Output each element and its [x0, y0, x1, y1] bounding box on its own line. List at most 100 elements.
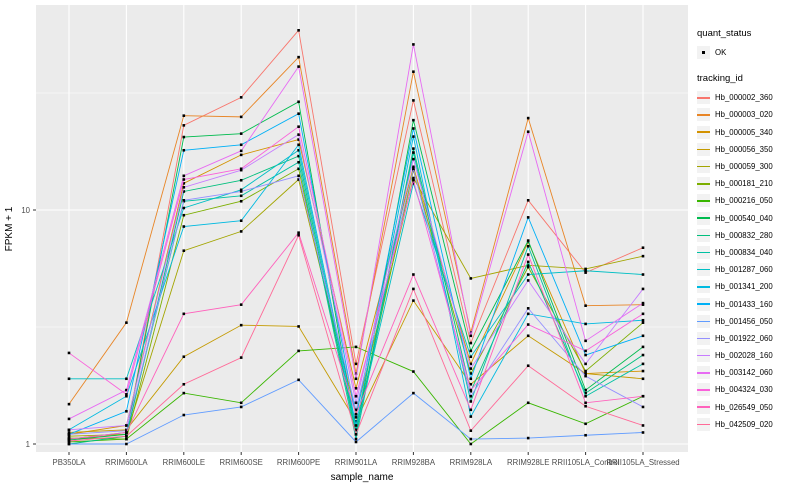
data-point: [354, 412, 358, 416]
data-point: [584, 339, 587, 343]
data-point: [67, 351, 71, 355]
data-point: [67, 434, 71, 438]
x-axis-title: sample_name: [331, 472, 394, 483]
data-point: [182, 174, 186, 178]
data-point: [67, 437, 71, 441]
data-point: [182, 213, 186, 217]
data-point: [641, 301, 645, 305]
legend-label: Hb_000540_040: [715, 213, 773, 223]
data-point: [641, 362, 645, 366]
data-point: [526, 323, 530, 326]
data-point: [239, 405, 243, 409]
series-color-swatch: [697, 400, 710, 414]
data-point: [182, 249, 186, 252]
data-point: [297, 55, 300, 59]
data-point: [354, 440, 358, 444]
legend-label: Hb_000059_300: [715, 162, 773, 172]
legend-item-Hb_001456_050: Hb_001456_050: [697, 313, 799, 330]
y-axis-title: FPKM + 1: [4, 206, 15, 251]
x-tick-label: RRIM901LA: [335, 458, 378, 467]
data-point: [584, 401, 587, 405]
legend-label: Hb_001341_200: [715, 282, 773, 292]
series-color-swatch: [697, 297, 710, 311]
axis-ticks: [33, 209, 644, 455]
data-point: [584, 269, 587, 273]
data-point: [125, 424, 128, 427]
data-point: [412, 176, 415, 180]
data-point: [67, 402, 71, 406]
data-point: [354, 394, 358, 398]
series-color-swatch: [697, 108, 710, 122]
data-point: [526, 334, 530, 338]
data-point: [641, 246, 645, 250]
data-point: [67, 433, 71, 436]
data-point: [297, 160, 300, 164]
data-point: [354, 362, 358, 366]
data-point: [584, 388, 587, 392]
data-point: [584, 404, 587, 408]
data-point: [125, 429, 128, 432]
legend-item-Hb_000003_020: Hb_000003_020: [697, 106, 799, 123]
x-tick-label: RRIM928BA: [392, 458, 436, 467]
data-point: [641, 303, 645, 306]
data-point: [584, 391, 587, 395]
data-point: [526, 264, 530, 267]
data-point: [469, 382, 473, 386]
data-point: [297, 174, 300, 178]
data-point: [239, 153, 243, 157]
data-point: [354, 424, 358, 427]
data-point: [67, 442, 71, 446]
data-point: [182, 178, 186, 181]
data-point: [297, 138, 300, 141]
data-point: [526, 307, 530, 310]
data-point: [297, 178, 300, 181]
data-point: [412, 127, 415, 130]
data-point: [469, 372, 473, 375]
legend-item-Hb_001287_060: Hb_001287_060: [697, 261, 799, 278]
data-point: [584, 271, 587, 274]
data-point: [584, 394, 587, 398]
legend-item-Hb_002028_160: Hb_002028_160: [697, 347, 799, 364]
series-color-swatch: [697, 349, 710, 363]
data-point: [125, 377, 128, 381]
series-color-swatch: [697, 245, 710, 259]
data-point: [182, 124, 186, 127]
data-point: [469, 362, 473, 366]
data-point: [239, 178, 243, 182]
data-point: [584, 422, 587, 426]
legend-item-Hb_001922_060: Hb_001922_060: [697, 330, 799, 347]
data-point: [297, 154, 300, 158]
tracking-id-legend-title: tracking_id: [697, 73, 743, 85]
data-point: [584, 349, 587, 353]
series-color-swatch: [697, 417, 710, 431]
data-point: [641, 377, 645, 381]
data-point: [125, 393, 128, 396]
data-point: [641, 394, 645, 398]
legend-label: Hb_000005_340: [715, 127, 773, 137]
data-point: [584, 353, 587, 357]
data-point: [641, 318, 645, 322]
series-color-swatch: [697, 91, 710, 105]
data-point: [239, 194, 243, 198]
data-point: [125, 431, 128, 434]
legend-item-Hb_000216_050: Hb_000216_050: [697, 192, 799, 209]
data-point: [412, 273, 415, 276]
data-point: [641, 424, 645, 427]
legend-label: Hb_000002_360: [715, 93, 773, 103]
data-point: [297, 349, 300, 353]
data-point: [412, 165, 415, 169]
legend-label: Hb_001433_160: [715, 299, 773, 309]
data-point: [125, 388, 128, 392]
data-point: [412, 287, 415, 291]
legend-label: Hb_001922_060: [715, 333, 773, 343]
data-point: [354, 416, 358, 419]
data-point: [584, 374, 587, 378]
legend-label: Hb_001287_060: [715, 265, 773, 275]
data-point: [641, 353, 645, 357]
data-point: [412, 299, 415, 302]
data-point: [182, 382, 186, 386]
data-point: [239, 167, 243, 171]
data-point: [354, 437, 358, 441]
data-point: [584, 304, 587, 307]
